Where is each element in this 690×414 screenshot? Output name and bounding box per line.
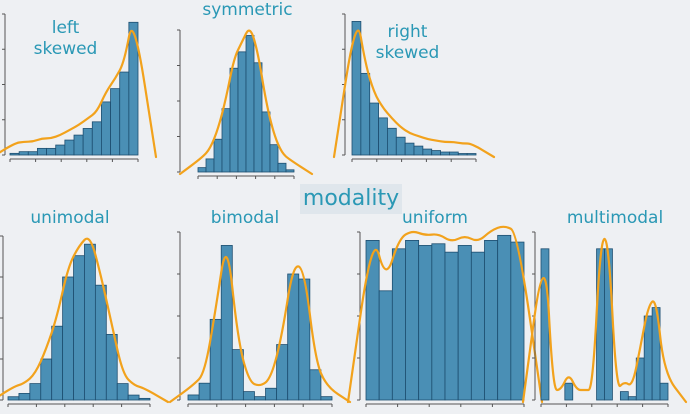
symmetric-bar xyxy=(261,111,271,173)
bimodal-bar xyxy=(320,396,333,401)
bimodal-outline-curve xyxy=(168,256,352,404)
bimodal-bar xyxy=(187,394,200,401)
unimodal-bar xyxy=(94,284,107,401)
right-skewed-outline-curve xyxy=(332,29,496,159)
left-skewed-bar xyxy=(110,88,121,156)
bimodal-bar xyxy=(198,382,211,401)
multimodal-bar xyxy=(596,248,605,401)
left-skewed-bar xyxy=(27,151,38,156)
symmetric-label: symmetric xyxy=(202,0,293,20)
right-skewed-label: right skewed xyxy=(375,22,440,63)
symmetric-bar xyxy=(285,169,295,173)
right-skewed-bar xyxy=(360,72,371,156)
uniform-bar xyxy=(378,290,393,401)
left-skewed-bar xyxy=(37,147,47,156)
multimodal-bar xyxy=(619,391,629,401)
right-skewed-bar xyxy=(466,153,477,156)
unimodal-bar xyxy=(51,325,64,401)
multimodal-bar xyxy=(604,248,613,401)
multimodal-bar xyxy=(659,382,669,401)
right-skewed-bar xyxy=(404,142,415,156)
bimodal-bar xyxy=(231,349,244,401)
right-skewed-bar xyxy=(378,117,388,156)
left-skewed-bar xyxy=(55,144,66,156)
uniform-bar xyxy=(391,248,406,401)
multimodal-bar xyxy=(643,315,653,401)
uniform-outline-curve xyxy=(346,225,544,404)
left-skewed-outline-curve xyxy=(0,29,158,159)
multimodal-bar xyxy=(540,248,550,401)
left-skewed-bar xyxy=(64,139,75,156)
uniform-bar xyxy=(497,234,512,401)
symmetric-bar xyxy=(205,158,215,173)
uniform-bar xyxy=(444,251,459,401)
uniform-bar xyxy=(470,251,485,401)
unimodal-label: unimodal xyxy=(30,208,110,228)
bimodal-bar xyxy=(254,396,266,401)
symmetric-bar xyxy=(237,51,247,173)
unimodal-outline-curve xyxy=(0,237,170,404)
symmetric-bar xyxy=(245,35,255,173)
left-skewed-bar xyxy=(91,121,102,156)
left-skewed-bar xyxy=(73,134,84,156)
left-skewed-bar xyxy=(46,147,57,156)
right-skewed-bar xyxy=(387,127,397,156)
right-skewed-bar xyxy=(449,151,459,156)
symmetric-outline-curve xyxy=(178,29,314,176)
multimodal-outline-curve xyxy=(521,237,688,404)
symmetric-bar xyxy=(253,62,263,173)
right-skewed-bar xyxy=(457,153,468,156)
unimodal-bar xyxy=(18,393,31,401)
bimodal-bar xyxy=(265,387,278,401)
right-skewed-bar xyxy=(440,151,450,156)
unimodal-bar xyxy=(127,394,140,401)
uniform-bar xyxy=(431,243,446,401)
unimodal-bar xyxy=(40,358,53,401)
multimodal-bar xyxy=(627,396,637,401)
multimodal-bar xyxy=(564,382,574,401)
multimodal-label: multimodal xyxy=(566,208,664,228)
symmetric-bar xyxy=(213,138,223,173)
right-skewed-bar xyxy=(431,150,441,156)
uniform-bar xyxy=(484,239,499,401)
unimodal-bar xyxy=(73,255,85,401)
right-skewed-bar xyxy=(395,136,406,156)
left-skewed-bar xyxy=(82,128,93,156)
symmetric-bar xyxy=(277,162,287,173)
unimodal-bar xyxy=(7,396,20,401)
left-skewed-bar xyxy=(128,21,139,156)
left-skewed-bar xyxy=(101,101,111,156)
unimodal-bar xyxy=(116,383,129,401)
unimodal-bar xyxy=(105,333,118,401)
uniform-bar xyxy=(365,239,380,401)
right-skewed-bar xyxy=(413,145,424,156)
symmetric-bar xyxy=(269,144,279,173)
uniform-bar xyxy=(457,245,472,401)
symmetric-bar xyxy=(229,67,239,173)
left-skewed-bar xyxy=(18,151,29,156)
uniform-label: uniform xyxy=(402,208,468,228)
bimodal-bar xyxy=(242,391,255,401)
unimodal-bar xyxy=(84,243,96,401)
bimodal-bar xyxy=(220,245,233,401)
bimodal-bar xyxy=(309,369,322,401)
unimodal-bar xyxy=(138,397,151,401)
uniform-bar xyxy=(405,239,420,401)
unimodal-bar xyxy=(29,383,42,401)
right-skewed-bar xyxy=(422,148,433,156)
uniform-bar xyxy=(418,245,433,401)
left-skewed-bar xyxy=(9,152,20,156)
bimodal-label: bimodal xyxy=(210,208,280,228)
section-title-modality: modality xyxy=(300,184,402,214)
symmetric-bar xyxy=(221,108,231,173)
right-skewed-bar xyxy=(369,102,379,156)
symmetric-bar xyxy=(197,167,207,173)
left-skewed-label: left skewed xyxy=(33,18,98,59)
unimodal-bar xyxy=(62,276,74,401)
left-skewed-bar xyxy=(119,71,130,156)
